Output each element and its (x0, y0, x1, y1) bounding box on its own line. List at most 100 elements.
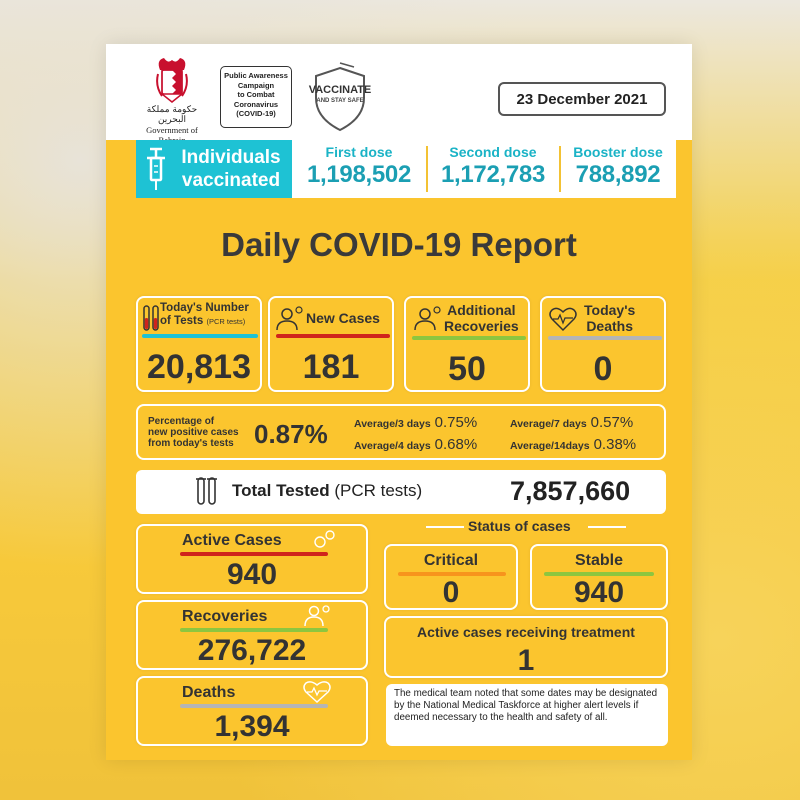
kpi-recoveries: Additional Recoveries 50 (404, 296, 530, 392)
person-virus-icon (276, 306, 303, 331)
kpi-new-cases: New Cases 181 (268, 296, 394, 392)
vaccinated-line2: vaccinated (181, 170, 281, 191)
kpi-deaths-value: 0 (593, 350, 613, 388)
deaths-box: Deaths 1,394 (136, 676, 368, 746)
second-dose-value: 1,172,783 (440, 161, 546, 188)
campaign-line: to Combat (237, 90, 275, 99)
total-tested-box: Total Tested (PCR tests) 7,857,660 (136, 470, 666, 514)
critical-box: Critical 0 (384, 544, 518, 610)
heart-pulse-icon (549, 307, 577, 332)
first-dose-label: First dose (325, 144, 393, 160)
total-tested-label-bold: Total Tested (232, 481, 330, 500)
stable-box: Stable 940 (530, 544, 668, 610)
virus-icon (314, 530, 335, 548)
positivity-box: Percentage of new positive cases from to… (136, 404, 666, 460)
kpi-new-cases-value: 181 (302, 348, 360, 386)
vaccinated-label: Individuals vaccinated (136, 140, 292, 198)
bahrain-emblem-icon (156, 58, 188, 103)
second-dose: Second dose 1,172,783 (430, 144, 556, 189)
average-value: 0.75% (434, 414, 478, 431)
kpi-tests-label-line2: of Tests (160, 315, 204, 327)
first-dose: First dose 1,198,502 (296, 144, 422, 189)
average-item: Average/7 days 0.57% (510, 414, 633, 431)
average-item: Average/4 days 0.68% (354, 436, 477, 453)
total-tested-label-rest: (PCR tests) (329, 481, 423, 500)
test-tubes-icon (196, 477, 217, 505)
government-logo: حكومة مملكة البحرين Government of Bahrai… (132, 56, 212, 145)
kpi-new-cases-label: New Cases (306, 310, 380, 326)
green-underline (412, 336, 526, 340)
person-recovered-icon (304, 605, 330, 627)
campaign-line: Public Awareness (224, 71, 288, 80)
critical-value: 0 (442, 576, 460, 609)
kpi-recoveries-label: Additional Recoveries (444, 302, 519, 334)
active-cases-label: Active Cases (182, 532, 282, 549)
orange-underline (398, 572, 506, 576)
kpi-tests-label: Today's Number of Tests (PCR tests) (160, 302, 249, 328)
shield-icon (315, 62, 365, 132)
booster-dose-label: Booster dose (573, 144, 663, 160)
treatment-label: Active cases receiving treatment (417, 624, 635, 640)
campaign-line: Coronavirus (233, 99, 279, 109)
booster-dose-value: 788,892 (575, 161, 661, 188)
second-dose-label: Second dose (449, 144, 537, 160)
gov-name-arabic: حكومة مملكة البحرين (146, 105, 198, 125)
kpi-tests-label-small: (PCR tests) (206, 317, 246, 326)
treatment-value: 1 (517, 644, 535, 677)
kpi-deaths-label-line1: Today's (584, 302, 636, 318)
kpi-tests-value: 20,813 (147, 348, 251, 386)
kpi-recoveries-label-line1: Additional (447, 302, 516, 318)
vaccinated-line1: Individuals (181, 147, 281, 168)
average-item: Average/14days 0.38% (510, 436, 636, 453)
critical-label: Critical (423, 552, 479, 569)
dose-divider (426, 146, 428, 192)
kpi-recoveries-value: 50 (448, 350, 486, 388)
average-value: 0.68% (434, 436, 478, 453)
vaccinate-subtitle: AND STAY SAFE (316, 98, 364, 104)
test-tubes-icon (143, 305, 159, 331)
status-divider (426, 526, 464, 528)
booster-dose: Booster dose 788,892 (562, 144, 674, 189)
kpi-deaths-label-line2: Deaths (586, 318, 633, 334)
kpi-deaths: Today's Deaths 0 (540, 296, 666, 392)
average-label: Average/14days (510, 440, 590, 452)
status-title: Status of cases (468, 518, 571, 534)
header: حكومة مملكة البحرين Government of Bahrai… (106, 44, 692, 145)
total-tested-label: Total Tested (PCR tests) (232, 481, 422, 501)
red-underline (276, 334, 390, 338)
dose-divider (559, 146, 561, 192)
total-tested-value: 7,857,660 (510, 476, 631, 506)
active-cases-value: 940 (226, 558, 278, 591)
report-date: 23 December 2021 (498, 82, 666, 116)
status-divider (588, 526, 626, 528)
gray-underline (180, 704, 328, 708)
positivity-label-line1: Percentage of (148, 416, 215, 427)
positivity-label-line3: from today's tests (148, 438, 234, 449)
positivity-label-line2: new positive cases (148, 427, 239, 438)
average-label: Average/7 days (510, 418, 587, 430)
campaign-line: Campaign (237, 80, 275, 90)
green-underline (180, 628, 328, 632)
deaths-label: Deaths (182, 684, 236, 701)
recoveries-label: Recoveries (182, 608, 268, 625)
average-item: Average/3 days 0.75% (354, 414, 477, 431)
stable-value: 940 (573, 576, 625, 609)
average-label: Average/4 days (354, 440, 431, 452)
campaign-line: (COVID-19) (236, 109, 276, 118)
recoveries-box: Recoveries 276,722 (136, 600, 368, 670)
heart-pulse-icon (303, 681, 331, 704)
average-value: 0.38% (593, 436, 637, 453)
vaccinate-title: VACCINATE (308, 84, 372, 96)
syringe-icon (147, 147, 165, 190)
kpi-recoveries-label-line2: Recoveries (444, 318, 519, 334)
kpi-tests: Today's Number of Tests (PCR tests) 20,8… (136, 296, 262, 392)
medical-note: The medical team noted that some dates m… (386, 684, 668, 746)
average-value: 0.57% (590, 414, 634, 431)
treatment-box: Active cases receiving treatment 1 (384, 616, 668, 678)
page-title: Daily COVID-19 Report (221, 226, 577, 263)
campaign-badge: Public Awareness Campaign to Combat Coro… (220, 66, 292, 128)
positivity-value: 0.87% (254, 419, 328, 449)
deaths-value: 1,394 (214, 710, 290, 743)
red-underline (180, 552, 328, 556)
vaccinate-badge: VACCINATE AND STAY SAFE (306, 62, 374, 134)
